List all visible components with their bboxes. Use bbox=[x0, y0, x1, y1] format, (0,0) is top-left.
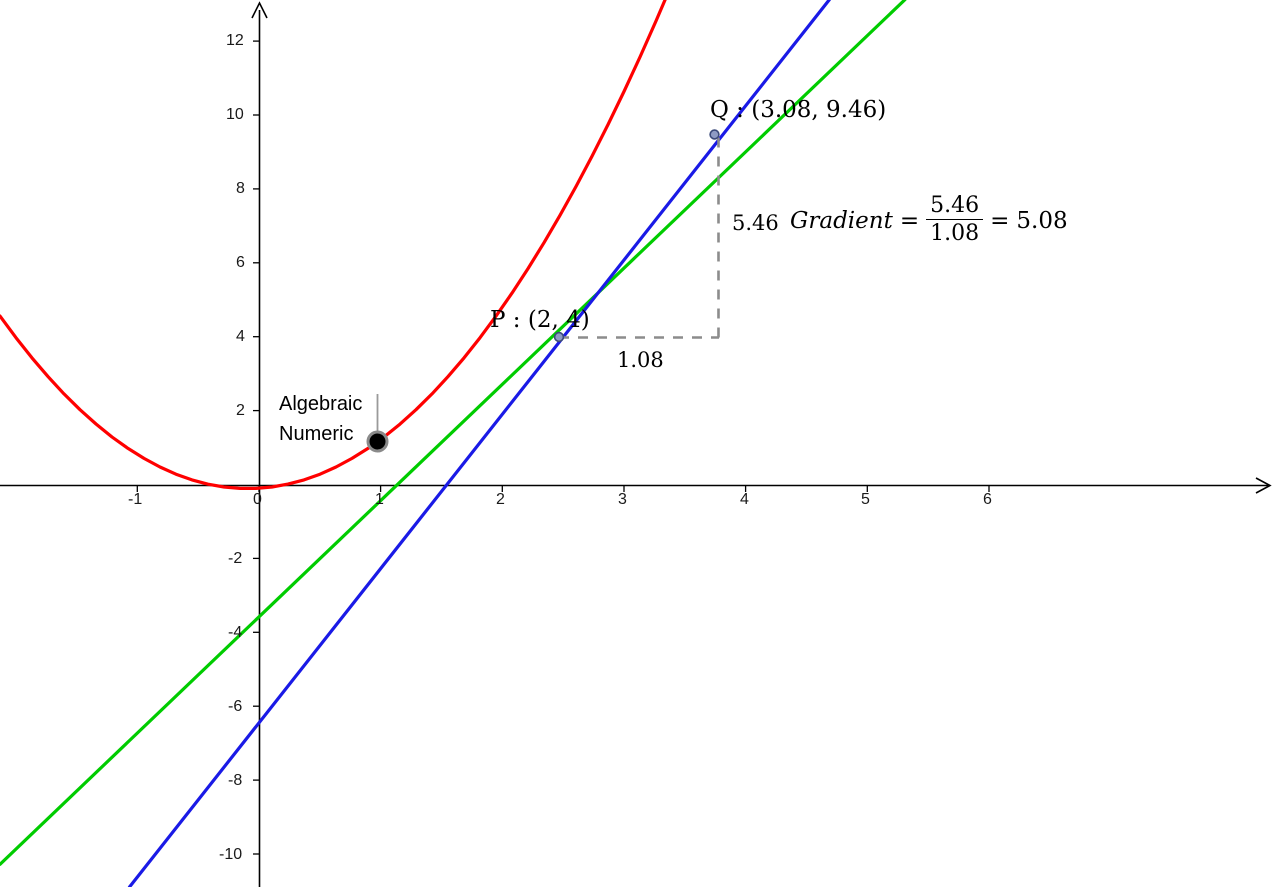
y-tick-label-10: 10 bbox=[226, 106, 244, 123]
gradient-equals-2: = bbox=[990, 207, 1010, 234]
y-tick-label--6: -6 bbox=[228, 698, 243, 715]
point-p-marker[interactable] bbox=[553, 331, 565, 343]
x-tick-label-6: 6 bbox=[983, 491, 992, 508]
y-tick-label--2: -2 bbox=[228, 550, 243, 567]
y-tick-label-6: 6 bbox=[236, 254, 245, 271]
y-tick-label-8: 8 bbox=[236, 180, 245, 197]
y-tick-label--8: -8 bbox=[228, 772, 243, 789]
gradient-fraction: 5.46 1.08 bbox=[926, 193, 984, 246]
x-tick-label--1: -1 bbox=[128, 491, 143, 508]
x-tick-label-3: 3 bbox=[618, 491, 627, 508]
slider-label-algebraic[interactable]: Algebraic bbox=[279, 393, 363, 415]
x-tick-label-5: 5 bbox=[861, 491, 870, 508]
run-label: 1.08 bbox=[617, 348, 664, 372]
secant-line[interactable] bbox=[127, 0, 831, 887]
point-q-label: Q : (3.08, 9.46) bbox=[710, 97, 887, 123]
x-tick-label-2: 2 bbox=[496, 491, 505, 508]
gradient-equals-1: = bbox=[899, 207, 920, 234]
gradient-formula: Gradient = 5.46 1.08 = 5.08 bbox=[790, 193, 1068, 247]
y-tick-label--4: -4 bbox=[228, 624, 243, 641]
gradient-value: 5.08 bbox=[1016, 207, 1068, 234]
y-tick-label-12: 12 bbox=[226, 32, 244, 49]
y-tick-label-4: 4 bbox=[236, 328, 245, 345]
point-q-marker[interactable] bbox=[709, 129, 720, 140]
y-tick-label-2: 2 bbox=[236, 402, 245, 419]
rise-label: 5.46 bbox=[732, 211, 779, 235]
gradient-word: Gradient bbox=[790, 207, 893, 234]
slider-handle[interactable] bbox=[366, 430, 389, 453]
tangent-line[interactable] bbox=[0, 0, 907, 866]
gradient-denominator: 1.08 bbox=[930, 221, 980, 246]
x-tick-label-4: 4 bbox=[740, 491, 749, 508]
slider-label-numeric[interactable]: Numeric bbox=[279, 423, 354, 445]
y-axis bbox=[251, 1, 268, 887]
point-p-label: P : (2, 4) bbox=[490, 307, 590, 333]
y-tick-label--10: -10 bbox=[219, 846, 243, 863]
x-tick-label-1: 1 bbox=[375, 491, 384, 508]
gradient-triangle bbox=[559, 134, 720, 339]
parabola-curve[interactable] bbox=[0, 0, 668, 490]
x-tick-label-0: 0 bbox=[253, 491, 262, 508]
gradient-numerator: 5.46 bbox=[926, 193, 984, 220]
